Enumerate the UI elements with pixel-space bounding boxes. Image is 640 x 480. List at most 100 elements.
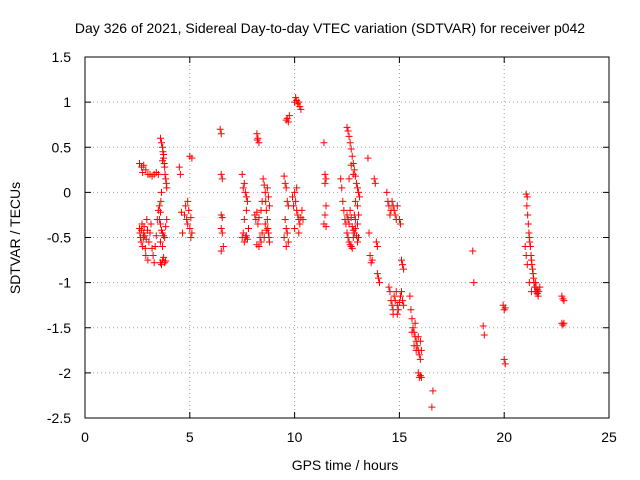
- data-point: [395, 215, 403, 223]
- data-point: [501, 304, 509, 312]
- data-point: [296, 220, 304, 228]
- data-point: [185, 206, 193, 214]
- data-point: [218, 229, 226, 237]
- data-point: [394, 306, 402, 314]
- data-point: [385, 283, 393, 291]
- data-point: [265, 202, 273, 210]
- data-point: [411, 319, 419, 327]
- data-point: [526, 238, 534, 246]
- data-point: [535, 288, 543, 296]
- data-point: [219, 243, 227, 251]
- data-point: [161, 170, 169, 178]
- data-point: [340, 206, 348, 214]
- data-point: [292, 197, 300, 205]
- data-point: [156, 220, 164, 228]
- data-point: [242, 232, 250, 240]
- data-point: [343, 123, 351, 131]
- data-point: [371, 179, 379, 187]
- data-point: [368, 256, 376, 264]
- data-point: [523, 261, 531, 269]
- data-point: [240, 179, 248, 187]
- data-point: [353, 202, 361, 210]
- data-point: [470, 279, 478, 287]
- data-point: [366, 252, 374, 260]
- data-point: [261, 220, 269, 228]
- data-point: [216, 125, 224, 133]
- chart-title: Day 326 of 2021, Sidereal Day-to-day VTE…: [75, 20, 585, 36]
- data-point: [352, 179, 360, 187]
- data-point: [408, 315, 416, 323]
- data-point: [283, 197, 291, 205]
- data-point: [347, 243, 355, 251]
- data-point: [146, 229, 154, 237]
- data-point: [155, 202, 163, 210]
- data-point: [408, 328, 416, 336]
- data-point: [350, 166, 358, 174]
- data-point: [254, 220, 262, 228]
- data-point: [560, 319, 568, 327]
- data-point: [161, 259, 169, 267]
- data-point: [280, 172, 288, 180]
- data-point: [252, 215, 260, 223]
- data-point: [217, 247, 225, 255]
- data-point: [241, 188, 249, 196]
- data-point: [397, 256, 405, 264]
- data-point: [218, 175, 226, 183]
- data-point: [178, 229, 186, 237]
- data-point: [160, 150, 168, 158]
- data-point: [355, 234, 363, 241]
- data-point: [159, 157, 167, 165]
- data-point: [560, 297, 568, 305]
- data-point: [365, 229, 373, 237]
- data-point: [243, 235, 251, 243]
- data-point: [346, 241, 354, 249]
- y-tick-label: -2.5: [47, 410, 71, 426]
- x-tick-label: 25: [601, 429, 617, 445]
- data-point: [186, 224, 194, 232]
- data-point: [255, 214, 263, 222]
- data-point: [344, 215, 352, 223]
- data-point: [400, 265, 408, 273]
- data-point: [183, 215, 191, 223]
- data-point: [364, 154, 372, 162]
- data-point: [345, 175, 353, 183]
- data-point: [523, 193, 531, 201]
- data-point: [285, 112, 293, 120]
- data-point: [182, 202, 190, 210]
- data-point: [255, 243, 263, 251]
- data-point: [353, 184, 361, 192]
- data-point: [181, 211, 189, 219]
- data-point: [348, 223, 356, 231]
- data-point: [284, 118, 292, 126]
- data-point: [264, 193, 272, 201]
- y-tick-label: -1: [59, 275, 72, 291]
- data-point: [500, 355, 508, 363]
- data-point: [163, 184, 171, 192]
- data-point: [395, 298, 403, 306]
- data-point: [144, 256, 152, 264]
- data-point: [339, 197, 347, 205]
- data-point: [393, 202, 401, 210]
- data-point: [417, 346, 425, 354]
- data-point: [343, 211, 351, 219]
- data-point: [293, 184, 301, 192]
- data-point: [348, 244, 356, 252]
- data-point: [295, 98, 303, 106]
- data-point: [521, 243, 529, 251]
- data-point: [322, 202, 330, 210]
- data-point: [148, 244, 156, 252]
- data-point: [259, 175, 267, 183]
- data-point: [244, 224, 252, 232]
- data-point: [284, 238, 292, 246]
- data-point: [416, 337, 424, 345]
- data-point: [406, 292, 414, 300]
- data-point: [142, 166, 150, 174]
- data-point: [321, 211, 329, 219]
- data-point: [159, 243, 167, 251]
- data-point: [151, 243, 159, 251]
- data-point: [253, 130, 261, 138]
- data-point: [373, 243, 381, 251]
- data-point: [290, 202, 298, 210]
- data-point: [238, 170, 246, 178]
- data-point: [253, 136, 261, 144]
